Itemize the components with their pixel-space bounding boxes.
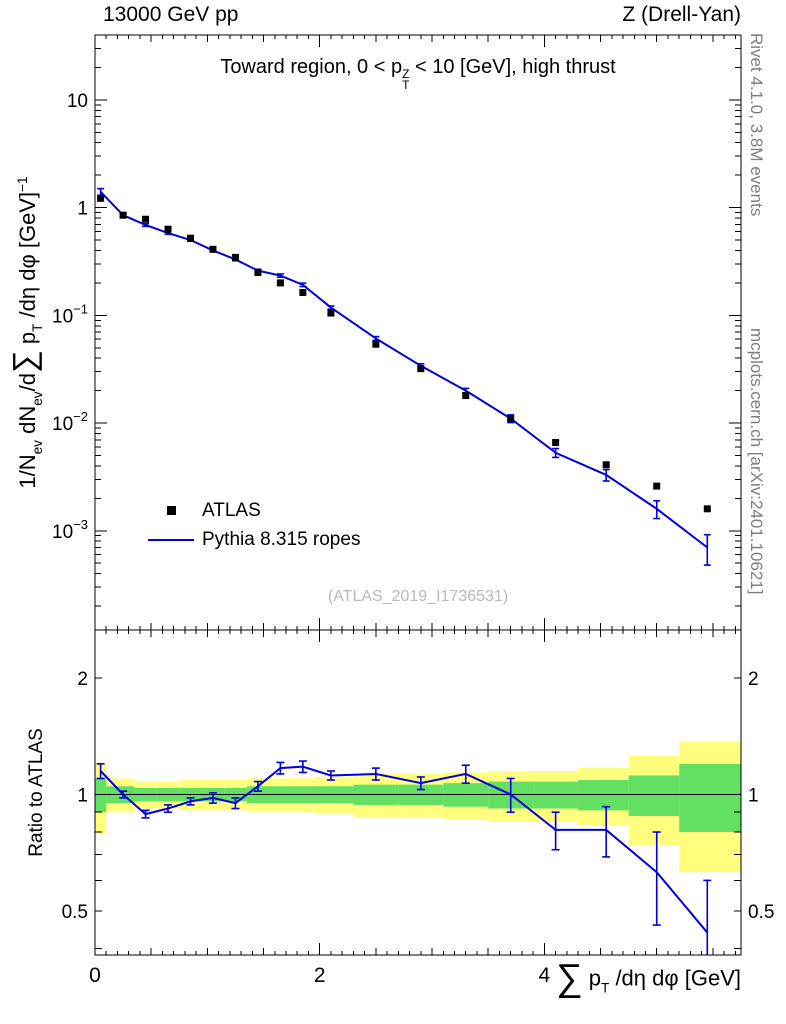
svg-text:0.5: 0.5: [748, 902, 774, 923]
svg-text:10−3: 10−3: [52, 517, 88, 543]
analysis-watermark: (ATLAS_2019_I1736531): [327, 588, 509, 605]
legend-entry-atlas: ATLAS: [146, 496, 360, 525]
legend-label-atlas: ATLAS: [202, 499, 261, 521]
svg-text:2: 2: [314, 964, 326, 987]
process-label: Z (Drell-Yan): [622, 3, 741, 26]
y-axis-label-main: 1/Nev dNev/d∑ pT /dη dφ [GeV]−1: [6, 176, 45, 489]
svg-text:0: 0: [89, 964, 101, 987]
svg-text:1: 1: [77, 786, 88, 807]
atlas-marker-icon: [146, 506, 196, 515]
y-axis-label-ratio: Ratio to ATLAS: [26, 728, 47, 857]
svg-text:2: 2: [748, 669, 759, 690]
rivet-version-label: Rivet 4.1.0, 3.8M events: [747, 33, 766, 217]
x-axis-label: ∑ pT /dη dφ [GeV]: [555, 956, 741, 998]
legend: ATLAS Pythia 8.315 ropes: [146, 496, 360, 554]
svg-text:0.5: 0.5: [62, 902, 88, 923]
pythia-line-icon: [146, 538, 196, 541]
legend-label-pythia: Pythia 8.315 ropes: [202, 528, 361, 550]
square-marker-icon: [166, 506, 176, 515]
svg-text:1: 1: [748, 786, 759, 807]
svg-text:10: 10: [67, 91, 88, 112]
mcplots-arxiv-label: mcplots.cern.ch [arXiv:2401.10621]: [747, 328, 766, 595]
svg-text:10−2: 10−2: [52, 409, 88, 435]
svg-text:4: 4: [539, 964, 551, 987]
beam-energy-label: 13000 GeV pp: [103, 3, 239, 26]
svg-text:2: 2: [77, 669, 88, 690]
line-swatch-icon: [148, 538, 194, 541]
svg-text:10−1: 10−1: [52, 301, 88, 327]
svg-text:1: 1: [77, 199, 88, 220]
legend-entry-pythia: Pythia 8.315 ropes: [146, 525, 360, 554]
